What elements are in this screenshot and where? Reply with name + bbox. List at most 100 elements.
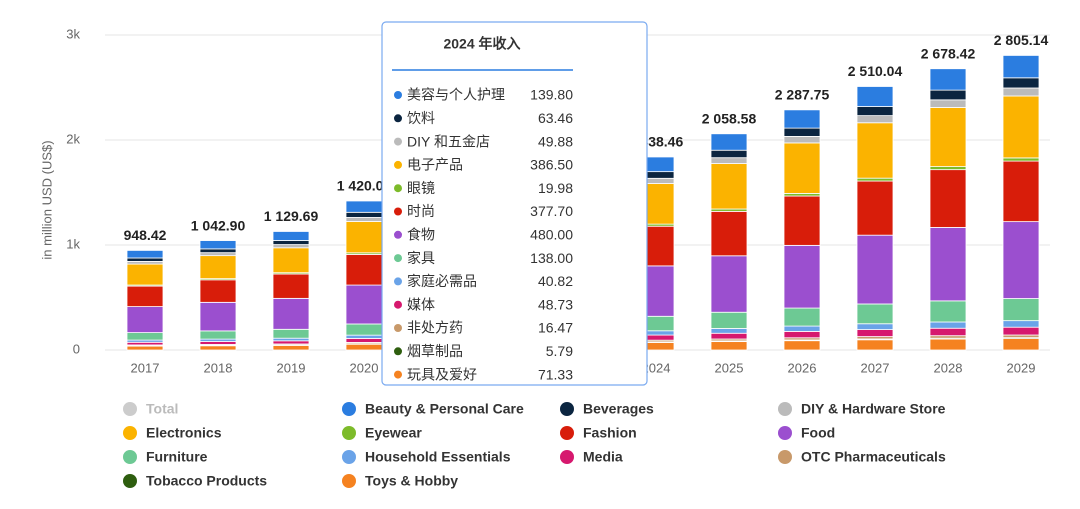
legend-label: Food (801, 425, 835, 441)
bar-segment (711, 342, 747, 350)
bar-segment (857, 324, 893, 330)
legend-marker (342, 450, 356, 464)
tooltip-value: 5.79 (546, 343, 573, 359)
bar-segment (200, 249, 236, 253)
legend-label: Household Essentials (365, 449, 511, 465)
tooltip-marker (394, 301, 402, 309)
tooltip-value: 139.80 (530, 87, 573, 103)
tooltip-marker (394, 277, 402, 285)
bar-segment (200, 241, 236, 249)
bar-segment (127, 261, 163, 264)
tooltip-value: 40.82 (538, 273, 573, 289)
x-tick-label: 2027 (861, 360, 890, 375)
legend-label: Beverages (583, 401, 654, 417)
bar-segment (346, 335, 382, 338)
bar-segment (346, 201, 382, 212)
bar-segment (711, 312, 747, 328)
legend-marker (342, 402, 356, 416)
tooltip-label: 饮料 (407, 110, 435, 126)
bar-segment (273, 329, 309, 338)
y-tick-label: 1k (66, 236, 80, 251)
bar-segment (857, 86, 893, 106)
bar-segment (127, 286, 163, 306)
legend-marker (778, 450, 792, 464)
bar-segment (1003, 96, 1039, 158)
tooltip-value: 138.00 (530, 250, 573, 266)
x-tick-label: 2029 (1007, 360, 1036, 375)
legend-label: Electronics (146, 425, 222, 441)
tooltip-value: 63.46 (538, 110, 573, 126)
total-label: 2 805.14 (994, 32, 1049, 48)
bar-segment (346, 254, 382, 285)
tooltip-value: 71.33 (538, 366, 573, 382)
bar-segment (784, 245, 820, 308)
bar-segment (784, 110, 820, 128)
legend-label: Eyewear (365, 425, 422, 441)
tooltip-label: 家庭必需品 (407, 273, 477, 289)
bar-segment (784, 331, 820, 337)
tooltip-marker (394, 184, 402, 192)
bar-segment (273, 248, 309, 273)
bar-segment (857, 304, 893, 324)
y-tick-label: 0 (73, 341, 80, 356)
bar-segment (1003, 339, 1039, 350)
bar-segment (346, 338, 382, 342)
bar-segment (930, 328, 966, 335)
bar-segment (273, 245, 309, 248)
bar-segment (200, 302, 236, 331)
y-axis-label: in million USD (US$) (39, 140, 54, 259)
bar-segment (784, 128, 820, 136)
bar-segment (273, 298, 309, 329)
tooltip-value: 480.00 (530, 227, 573, 243)
legend-label: Toys & Hobby (365, 473, 458, 489)
bar-segment (857, 330, 893, 337)
tooltip-label: 眼镜 (407, 180, 435, 196)
tooltip-label: 电子产品 (407, 157, 463, 173)
legend-marker (342, 474, 356, 488)
tooltip-value: 49.88 (538, 133, 573, 149)
tooltip-label: 玩具及爱好 (407, 366, 477, 382)
bar-segment (273, 240, 309, 244)
tooltip-value: 48.73 (538, 296, 573, 312)
bar-segment (200, 346, 236, 350)
bar-segment (1003, 161, 1039, 222)
bar-segment (273, 345, 309, 350)
bar-segment (930, 322, 966, 328)
bar-segment (857, 107, 893, 116)
bar-segment (1003, 88, 1039, 96)
bar-segment (930, 227, 966, 300)
bar-segment (711, 256, 747, 312)
bar-segment (127, 258, 163, 261)
bar-segment (857, 178, 893, 181)
bar-segment (346, 285, 382, 324)
legend-label: Beauty & Personal Care (365, 401, 524, 417)
tooltip-label: 烟草制品 (407, 343, 463, 359)
tooltip-marker (394, 347, 402, 355)
bar-segment (930, 90, 966, 100)
tooltip-value: 386.50 (530, 157, 573, 173)
bar-segment (127, 333, 163, 340)
legend-marker (123, 402, 137, 416)
tooltip-marker (394, 161, 402, 169)
bar-segment (784, 196, 820, 245)
tooltip-value: 16.47 (538, 320, 573, 336)
bar-segment (711, 211, 747, 255)
legend-label: Tobacco Products (146, 473, 267, 489)
x-tick-label: 2020 (350, 360, 379, 375)
tooltip-marker (394, 324, 402, 332)
bar-segment (200, 256, 236, 279)
legend-marker (342, 426, 356, 440)
tooltip-value: 19.98 (538, 180, 573, 196)
tooltip-marker (394, 231, 402, 239)
tooltip-label: DIY 和五金店 (407, 133, 490, 149)
tooltip-label: 时尚 (407, 203, 435, 219)
bar-segment (711, 328, 747, 333)
bar-segment (1003, 158, 1039, 161)
tooltip-marker (394, 114, 402, 122)
tooltip-marker (394, 91, 402, 99)
total-label: 2 287.75 (775, 87, 830, 103)
legend-marker (123, 426, 137, 440)
x-tick-label: 2025 (715, 360, 744, 375)
